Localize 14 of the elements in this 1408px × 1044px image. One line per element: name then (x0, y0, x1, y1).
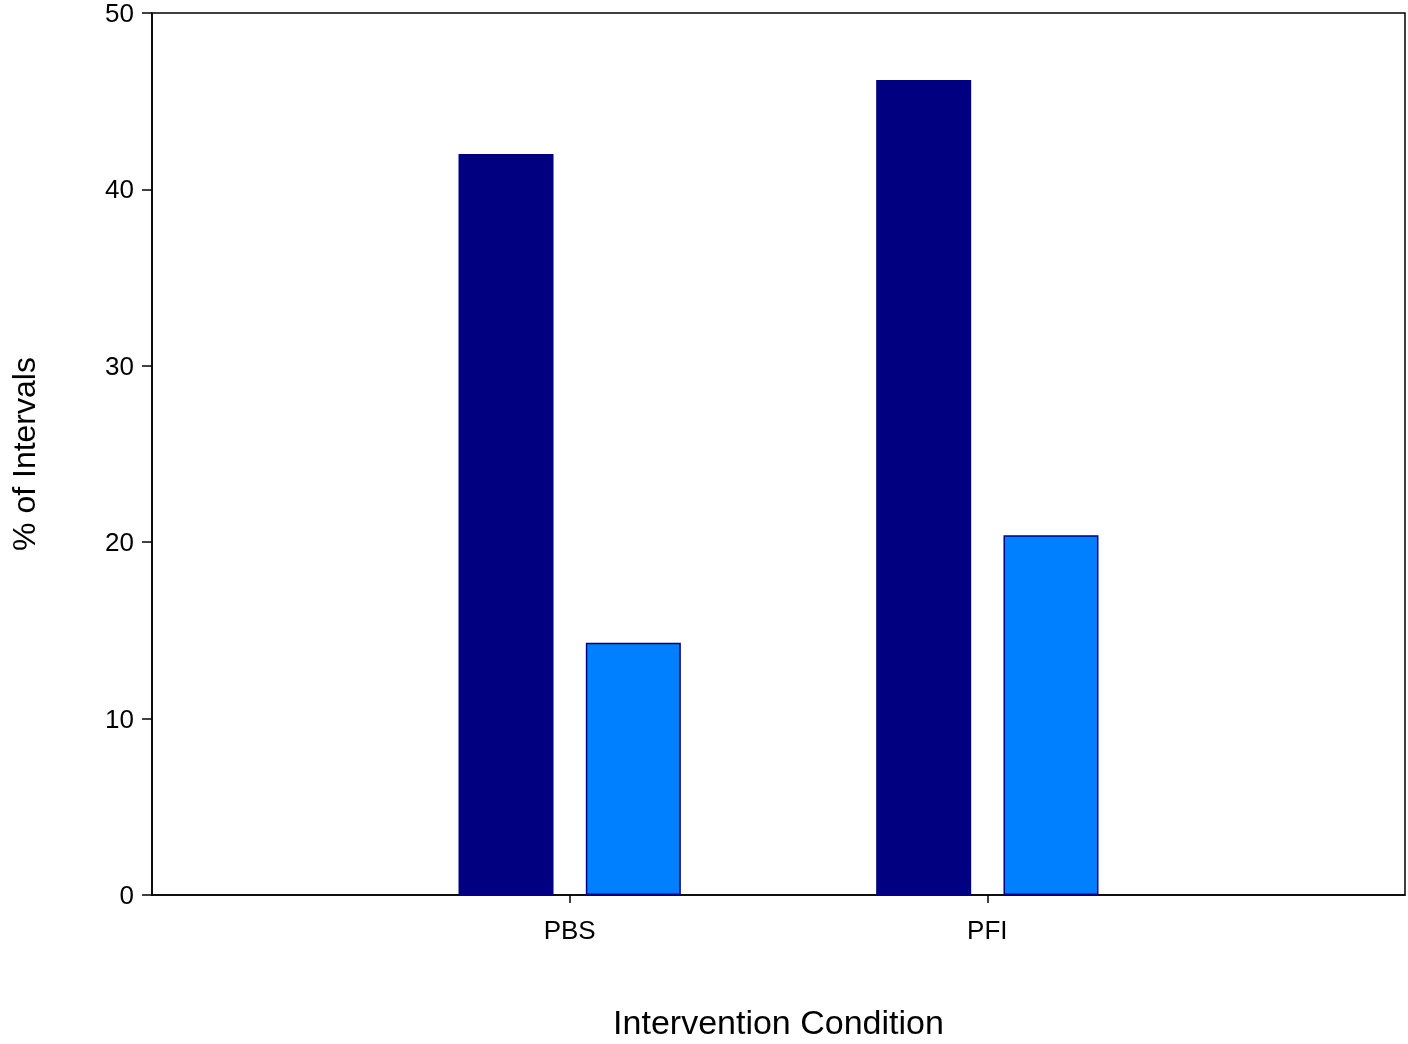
bar (585, 642, 681, 895)
x-tick-label: PBS (543, 915, 596, 945)
y-tick-label: 30 (105, 350, 134, 381)
x-tick-label: PFI (967, 915, 1008, 945)
y-tick-label: 40 (105, 174, 134, 205)
y-axis-title: % of Intervals (6, 357, 42, 551)
y-tick-label: 20 (105, 527, 134, 558)
x-axis-title: Intervention Condition (613, 1003, 944, 1041)
bar (458, 154, 554, 895)
bar (1003, 535, 1099, 895)
y-tick-label: 10 (105, 703, 134, 734)
bar (876, 80, 972, 895)
y-tick-label: 0 (119, 880, 134, 910)
y-tick-label: 50 (105, 0, 134, 28)
